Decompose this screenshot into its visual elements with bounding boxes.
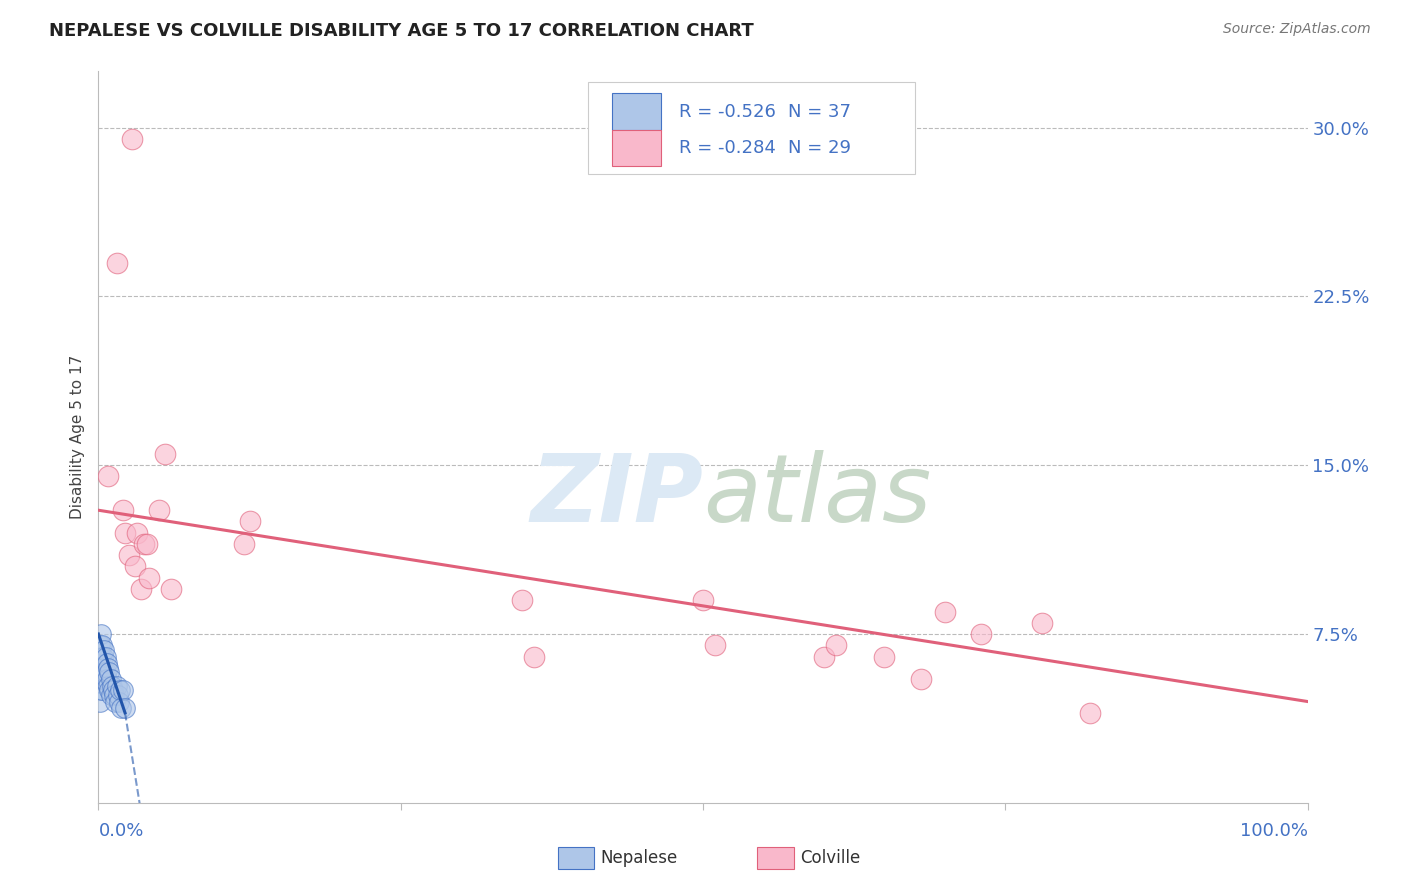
Point (114, 701, 136, 715)
Point (93, 642, 115, 657)
Text: 100.0%: 100.0% (1240, 822, 1308, 839)
Point (89, 683, 111, 698)
Point (704, 638, 727, 652)
Point (89, 638, 111, 652)
FancyBboxPatch shape (588, 82, 915, 174)
Point (148, 503, 170, 517)
Point (121, 132, 143, 146)
Point (110, 701, 132, 715)
Point (98, 683, 121, 698)
Text: Nepalese: Nepalese (600, 848, 678, 867)
Point (94, 665, 117, 680)
Text: R = -0.526: R = -0.526 (679, 103, 776, 120)
Point (94, 649, 117, 664)
Point (692, 593, 714, 607)
Point (114, 525, 136, 540)
Point (232, 537, 254, 551)
Point (107, 688, 129, 702)
Y-axis label: Disability Age 5 to 17: Disability Age 5 to 17 (69, 355, 84, 519)
Text: atlas: atlas (703, 450, 931, 541)
Point (103, 688, 125, 702)
Point (91, 649, 114, 664)
Point (90, 661, 112, 675)
Point (97, 661, 120, 675)
Text: ZIP: ZIP (530, 450, 703, 541)
Point (813, 649, 835, 664)
Point (96, 672, 118, 686)
Point (127, 525, 149, 540)
Bar (613, 130, 661, 167)
Point (239, 515, 262, 529)
Text: Source: ZipAtlas.com: Source: ZipAtlas.com (1223, 22, 1371, 37)
Point (100, 679, 122, 693)
Point (970, 627, 993, 641)
Point (160, 582, 183, 596)
Point (97, 679, 120, 693)
Point (523, 649, 546, 664)
Point (90, 649, 112, 664)
Point (89, 672, 111, 686)
Bar (613, 94, 661, 130)
Point (91, 672, 114, 686)
Point (111, 503, 134, 517)
Point (90, 627, 112, 641)
Point (101, 683, 124, 698)
Point (1078, 706, 1101, 720)
Text: R = -0.284: R = -0.284 (679, 139, 776, 157)
Text: 0.0%: 0.0% (98, 822, 143, 839)
Point (93, 665, 115, 680)
Point (510, 593, 533, 607)
Point (135, 537, 157, 551)
Point (129, 582, 152, 596)
Bar (758, 847, 794, 869)
Point (153, 447, 176, 461)
Point (100, 672, 122, 686)
Point (96, 657, 118, 671)
Point (89, 661, 111, 675)
Point (98, 665, 121, 680)
Point (873, 649, 896, 664)
Point (134, 537, 156, 551)
Point (934, 605, 956, 619)
Point (91, 683, 114, 698)
Text: N = 29: N = 29 (787, 139, 851, 157)
Text: N = 37: N = 37 (787, 103, 851, 120)
Point (100, 688, 122, 702)
Point (118, 548, 141, 562)
Point (108, 683, 131, 698)
Point (910, 672, 932, 686)
Point (124, 559, 146, 574)
Text: Colville: Colville (800, 848, 860, 867)
Point (97, 469, 120, 483)
Text: NEPALESE VS COLVILLE DISABILITY AGE 5 TO 17 CORRELATION CHART: NEPALESE VS COLVILLE DISABILITY AGE 5 TO… (49, 22, 754, 40)
Point (91, 661, 114, 675)
Point (825, 638, 848, 652)
Point (108, 694, 131, 708)
Point (91, 638, 114, 652)
Point (90, 672, 112, 686)
Bar (558, 847, 595, 869)
Point (1031, 615, 1053, 630)
Point (105, 679, 128, 693)
Point (111, 683, 134, 698)
Point (105, 255, 128, 269)
Point (138, 571, 160, 585)
Point (104, 694, 127, 708)
Point (89, 694, 111, 708)
